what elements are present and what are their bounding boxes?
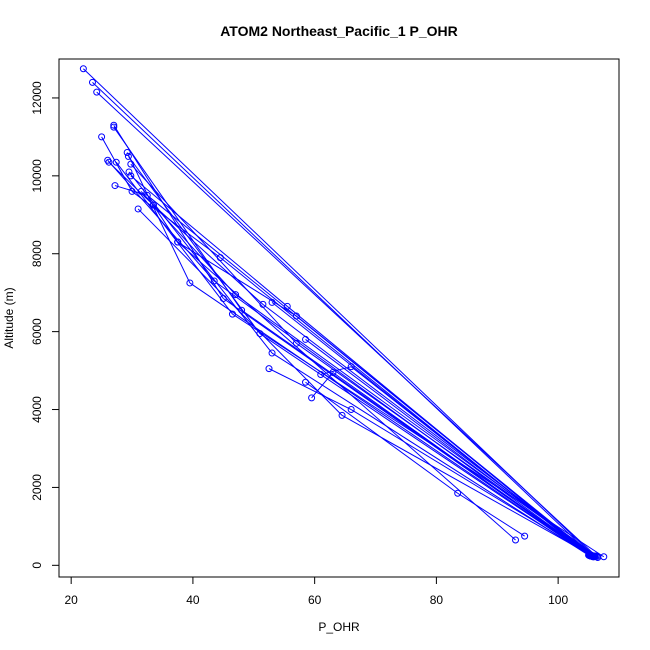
profile-line-segment (153, 204, 264, 305)
y-tick-label: 2000 (30, 474, 44, 501)
data-point (104, 156, 112, 164)
data-point (317, 370, 325, 378)
profile-line-segment (92, 82, 592, 556)
data-point (347, 363, 355, 371)
data-point (149, 201, 157, 209)
data-point (98, 133, 106, 141)
data-point (79, 65, 87, 73)
data-point (292, 312, 300, 320)
data-point (127, 172, 135, 180)
data-point (347, 406, 355, 414)
data-point (112, 158, 120, 166)
profile-series (88, 78, 596, 559)
data-point (521, 532, 529, 540)
profile-line-segment (130, 163, 297, 344)
profile-line-segment (115, 161, 233, 315)
x-axis: 20 40 60 80 100 (64, 576, 568, 607)
profile-line-segment (259, 333, 591, 556)
profile-line-segment (114, 185, 148, 196)
y-axis: 0 2000 4000 6000 8000 10000 12000 (30, 81, 60, 569)
data-point (93, 88, 101, 96)
data-point (268, 349, 276, 357)
profile-series (105, 158, 520, 544)
profile-line-segment (350, 366, 592, 557)
y-tick-label: 10000 (30, 159, 44, 193)
profile-line-segment (296, 315, 594, 557)
y-axis-label: Altitude (m) (2, 287, 16, 348)
data-point (186, 279, 194, 287)
profile-series (127, 172, 594, 560)
profile-series (174, 238, 597, 560)
data-point (88, 78, 96, 86)
data-point (210, 277, 218, 285)
profile-line-segment (262, 303, 595, 557)
profile-series (302, 335, 598, 561)
x-tick-label: 40 (186, 593, 200, 607)
profile-line-segment (189, 282, 592, 557)
profile-line-segment (311, 372, 334, 399)
profile-line-segment (137, 208, 343, 416)
data-point (124, 152, 132, 160)
profile-series (110, 121, 594, 560)
data-point (174, 238, 182, 246)
profile-line-segment (223, 298, 591, 556)
data-series-group (79, 65, 608, 562)
profile-line-segment (130, 175, 288, 307)
data-point (111, 182, 119, 190)
profile-line-segment (350, 409, 593, 557)
x-tick-label: 80 (430, 593, 444, 607)
profile-series (123, 148, 595, 560)
data-point (588, 552, 596, 560)
data-point (600, 553, 608, 561)
data-point (259, 300, 267, 308)
y-tick-label: 12000 (30, 81, 44, 115)
data-point (268, 298, 276, 306)
profile-line-segment (152, 204, 179, 243)
profile-line-segment (332, 372, 591, 556)
profile-line-segment (457, 492, 525, 537)
data-point (308, 394, 316, 402)
profile-series (317, 363, 596, 560)
y-tick-label: 0 (30, 562, 44, 569)
data-point (302, 378, 310, 386)
data-point (110, 123, 118, 131)
profile-series (110, 123, 597, 561)
profile-line-segment (320, 366, 352, 375)
data-point (123, 148, 131, 156)
data-point (302, 335, 310, 343)
profile-line-segment (177, 241, 297, 317)
data-point (338, 411, 346, 419)
data-point (137, 187, 145, 195)
profile-series (308, 369, 594, 560)
data-point (512, 536, 520, 544)
y-tick-label: 6000 (30, 318, 44, 345)
data-point (134, 205, 142, 213)
data-point (228, 310, 236, 318)
y-tick-label: 4000 (30, 396, 44, 423)
data-point (454, 489, 462, 497)
data-point (283, 302, 291, 310)
profile-line-segment (305, 381, 458, 494)
x-tick-label: 60 (308, 593, 322, 607)
profile-series (302, 378, 529, 540)
profile-series (93, 88, 602, 562)
data-point (232, 291, 240, 299)
profile-line-segment (268, 368, 352, 410)
data-point (110, 121, 118, 129)
profile-series (124, 152, 594, 560)
x-axis-label: P_OHR (318, 620, 360, 634)
profile-series (265, 365, 596, 560)
profile-line-segment (96, 91, 599, 558)
data-point (265, 365, 273, 373)
profile-series (127, 160, 600, 560)
data-point (105, 158, 113, 166)
chart-title: ATOM2 Northeast_Pacific_1 P_OHR (220, 23, 458, 39)
y-tick-label: 8000 (30, 240, 44, 267)
data-point (125, 168, 133, 176)
x-tick-label: 20 (64, 593, 78, 607)
data-point (127, 160, 135, 168)
x-tick-label: 100 (548, 593, 568, 607)
